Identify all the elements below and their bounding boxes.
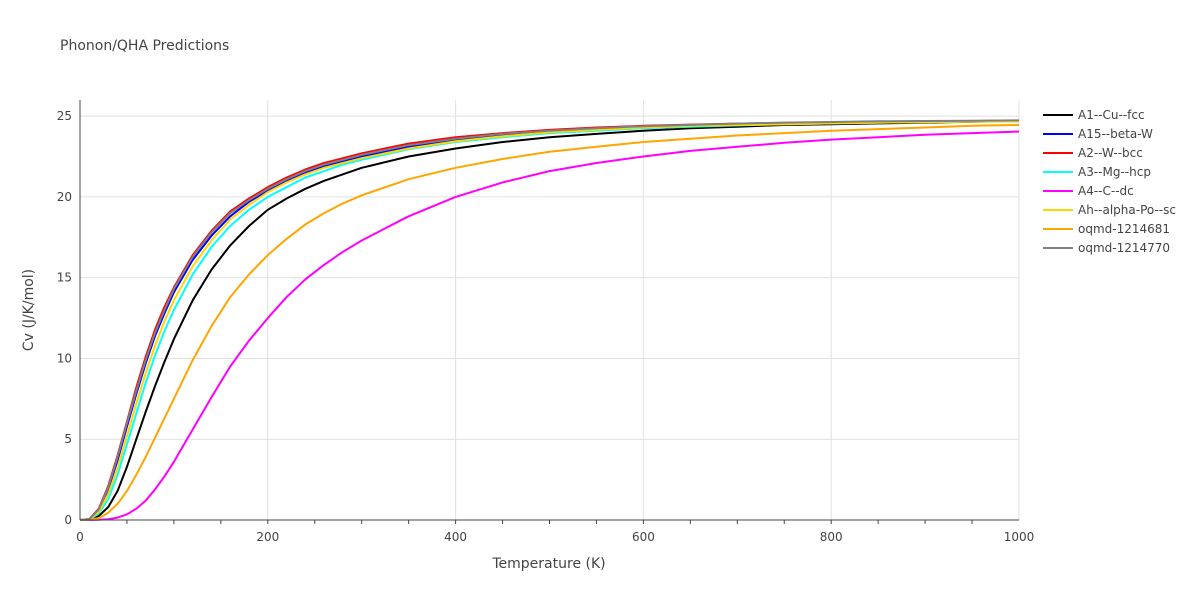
legend[interactable]: A1--Cu--fcc A15--beta-W A2--W--bcc A3--Mg--… (1043, 108, 1176, 255)
legend-label: Ah--alpha-Po--sc (1078, 203, 1176, 217)
legend-item[interactable]: oqmd-1214681 (1043, 222, 1170, 236)
legend-item[interactable]: A3--Mg--hcp (1043, 165, 1151, 179)
x-tick-label: 1000 (1004, 530, 1035, 544)
legend-label: A4--C--dc (1078, 184, 1134, 198)
legend-label: A1--Cu--fcc (1078, 108, 1145, 122)
y-tick-label: 20 (57, 190, 72, 204)
legend-label: oqmd-1214770 (1078, 241, 1170, 255)
legend-item[interactable]: Ah--alpha-Po--sc (1043, 203, 1176, 217)
y-tick-label: 5 (64, 432, 72, 446)
legend-label: oqmd-1214681 (1078, 222, 1170, 236)
legend-item[interactable]: oqmd-1214770 (1043, 241, 1170, 255)
series-line-5 (79, 120, 1020, 521)
axes (79, 100, 1019, 524)
series-line-1 (79, 120, 1020, 521)
legend-label: A2--W--bcc (1078, 146, 1143, 160)
x-tick-label: 600 (632, 530, 655, 544)
x-axis-title: Temperature (K) (491, 556, 605, 572)
legend-label: A3--Mg--hcp (1078, 165, 1151, 179)
series-line-3 (79, 120, 1020, 521)
y-tick-label: 15 (57, 271, 72, 285)
legend-label: A15--beta-W (1078, 127, 1153, 141)
legend-item[interactable]: A4--C--dc (1043, 184, 1134, 198)
series-layer (79, 119, 1020, 521)
y-axis-title: Cv (J/K/mol) (21, 269, 37, 351)
legend-item[interactable]: A2--W--bcc (1043, 146, 1143, 160)
x-tick-label: 0 (76, 530, 84, 544)
series-line-2 (79, 119, 1020, 521)
tick-labels: 0 200 400 600 800 1000 0 5 10 15 20 25 (57, 109, 1035, 544)
series-line-6 (79, 124, 1020, 521)
legend-item[interactable]: A15--beta-W (1043, 127, 1153, 141)
chart-title: Phonon/QHA Predictions (60, 38, 229, 54)
series-line-4 (80, 130, 1020, 521)
y-tick-label: 0 (64, 513, 72, 527)
x-tick-label: 200 (256, 530, 279, 544)
series-line-7 (79, 119, 1020, 521)
series-line-0 (79, 120, 1020, 521)
y-tick-label: 10 (57, 351, 72, 365)
y-tick-label: 25 (57, 109, 72, 123)
x-tick-label: 400 (444, 530, 467, 544)
x-tick-label: 800 (820, 530, 843, 544)
legend-item[interactable]: A1--Cu--fcc (1043, 108, 1145, 122)
